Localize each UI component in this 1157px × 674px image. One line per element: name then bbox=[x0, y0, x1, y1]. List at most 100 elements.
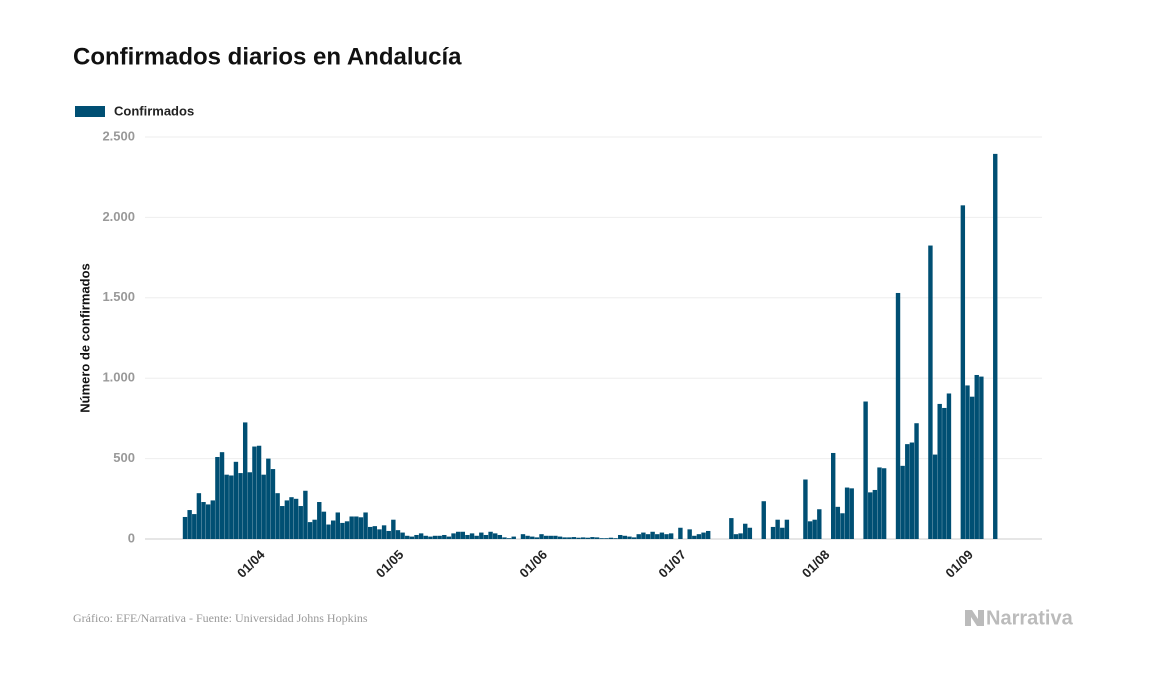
bar bbox=[497, 534, 503, 539]
bar bbox=[455, 531, 461, 539]
bar bbox=[233, 461, 239, 539]
bar bbox=[585, 537, 591, 539]
x-tick-label: 01/04 bbox=[234, 546, 268, 580]
y-tick-label: 1.000 bbox=[102, 370, 135, 385]
bar bbox=[747, 527, 753, 539]
bar bbox=[182, 516, 188, 539]
bar bbox=[238, 473, 243, 539]
bar bbox=[372, 526, 378, 539]
bar bbox=[599, 538, 604, 539]
bar bbox=[863, 401, 868, 539]
bar bbox=[868, 492, 873, 539]
bar bbox=[687, 529, 692, 539]
source: Gráfico: EFE/Narrativa - Fuente: Univers… bbox=[73, 611, 368, 625]
bar bbox=[668, 533, 674, 539]
bar bbox=[979, 376, 984, 539]
bar bbox=[506, 538, 512, 539]
bar bbox=[872, 489, 878, 539]
bar bbox=[465, 534, 470, 539]
brand: Narrativa bbox=[986, 607, 1074, 629]
bar bbox=[252, 446, 257, 539]
bar bbox=[400, 532, 405, 539]
bar bbox=[368, 526, 373, 539]
bar bbox=[298, 506, 303, 539]
bar bbox=[196, 493, 202, 539]
bar bbox=[733, 534, 739, 539]
bar bbox=[580, 537, 586, 539]
bar bbox=[937, 403, 942, 539]
bar bbox=[812, 519, 817, 539]
bar bbox=[543, 535, 549, 539]
bar bbox=[705, 530, 711, 539]
bar bbox=[414, 534, 419, 539]
bar bbox=[242, 422, 248, 539]
legend-swatch bbox=[75, 106, 105, 117]
bar bbox=[770, 526, 776, 539]
y-tick-label: 2.000 bbox=[102, 209, 135, 224]
bar bbox=[631, 537, 637, 539]
bar bbox=[622, 535, 628, 539]
y-axis-label: Número de confirmados bbox=[77, 263, 92, 413]
bar bbox=[641, 532, 646, 539]
bar bbox=[432, 535, 438, 539]
bar bbox=[743, 523, 748, 539]
bar bbox=[460, 531, 465, 539]
bar bbox=[803, 479, 808, 539]
bar bbox=[280, 506, 285, 539]
bar bbox=[201, 502, 206, 539]
legend-label: Confirmados bbox=[114, 103, 194, 118]
bar bbox=[678, 527, 683, 539]
bar bbox=[224, 474, 229, 539]
bar bbox=[469, 533, 475, 539]
bar bbox=[520, 534, 526, 539]
bar bbox=[275, 493, 280, 539]
bar bbox=[395, 530, 401, 539]
bar bbox=[192, 514, 197, 539]
bar bbox=[377, 529, 382, 539]
bar bbox=[409, 536, 415, 539]
x-tick-label: 01/08 bbox=[799, 547, 833, 581]
x-tick-label: 01/06 bbox=[516, 547, 550, 581]
bar bbox=[451, 533, 456, 539]
bar bbox=[363, 512, 368, 539]
bar bbox=[761, 501, 766, 539]
bar bbox=[479, 532, 484, 539]
bar bbox=[775, 519, 780, 539]
bar bbox=[942, 407, 947, 539]
bar bbox=[969, 396, 975, 539]
bar bbox=[905, 444, 910, 539]
bar bbox=[381, 525, 387, 539]
bar bbox=[321, 511, 327, 539]
bar bbox=[784, 519, 790, 539]
bar bbox=[817, 509, 822, 539]
bar bbox=[293, 498, 299, 539]
bar bbox=[613, 538, 618, 539]
bar bbox=[405, 535, 410, 539]
bar bbox=[928, 245, 933, 540]
x-tick-label: 01/05 bbox=[373, 547, 407, 581]
bar bbox=[548, 535, 553, 539]
bar bbox=[442, 534, 447, 539]
bar bbox=[446, 536, 452, 539]
bar bbox=[340, 522, 345, 539]
bar bbox=[881, 468, 887, 539]
bar bbox=[664, 534, 669, 539]
bar bbox=[636, 534, 641, 539]
bar bbox=[210, 500, 215, 539]
bar bbox=[391, 519, 396, 539]
bar bbox=[557, 536, 563, 539]
bar bbox=[914, 423, 919, 539]
bar bbox=[205, 504, 211, 539]
y-tick-label: 1.500 bbox=[102, 289, 135, 304]
bar bbox=[511, 536, 516, 539]
bar bbox=[571, 537, 577, 539]
y-tick-label: 500 bbox=[113, 450, 135, 465]
bar bbox=[474, 535, 479, 539]
bar bbox=[307, 522, 313, 539]
bar bbox=[284, 500, 290, 539]
bar bbox=[807, 521, 813, 539]
bar bbox=[525, 535, 530, 539]
bar bbox=[608, 537, 614, 539]
bar bbox=[261, 474, 266, 539]
